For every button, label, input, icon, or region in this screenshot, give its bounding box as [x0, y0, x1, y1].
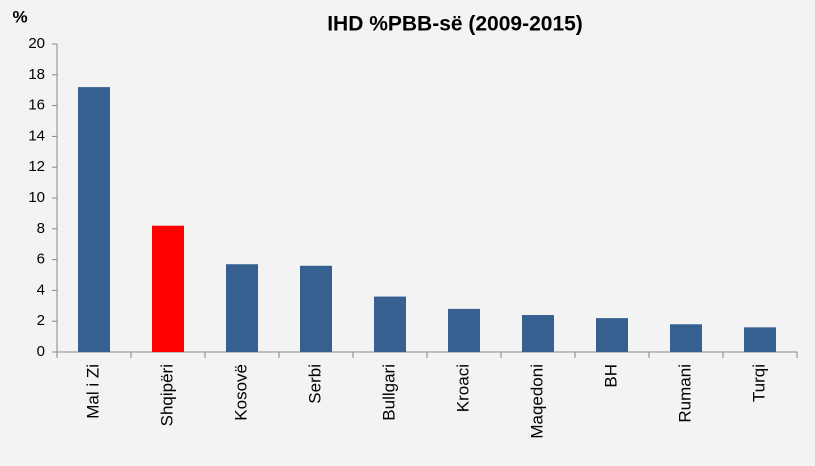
x-tick-label: Bullgari	[379, 364, 398, 421]
bar	[522, 315, 554, 352]
bar	[78, 87, 110, 353]
bar	[744, 327, 776, 352]
bar	[226, 264, 258, 352]
y-tick-label: 2	[37, 312, 45, 329]
y-tick-label: 20	[28, 35, 45, 52]
y-tick-label: 0	[37, 343, 45, 360]
y-tick-label: 16	[28, 97, 45, 114]
x-tick-label: Turqi	[749, 364, 768, 402]
x-tick-label: Maqedoni	[527, 364, 546, 439]
y-tick-label: 4	[37, 281, 45, 298]
y-tick-label: 6	[37, 251, 45, 268]
x-tick-label: Serbi	[305, 364, 324, 404]
x-tick-label: Kosovë	[231, 364, 250, 421]
y-tick-label: 18	[28, 66, 45, 83]
bar	[670, 324, 702, 352]
bar	[300, 265, 332, 352]
x-tick-label: Mal i Zi	[83, 364, 102, 419]
x-tick-label: Shqipëri	[157, 364, 176, 426]
x-tick-label: Kroaci	[453, 364, 472, 412]
x-tick-label: Rumani	[675, 364, 694, 423]
x-tick-label: BH	[601, 364, 620, 388]
bar	[374, 296, 406, 352]
bar	[596, 318, 628, 352]
y-tick-label: 14	[28, 127, 45, 144]
y-tick-label: 10	[28, 189, 45, 206]
bar	[448, 308, 480, 352]
chart-title: IHD %PBB-së (2009-2015)	[327, 13, 583, 36]
y-axis-label: %	[12, 7, 27, 26]
y-tick-label: 12	[28, 158, 45, 175]
bar	[152, 225, 184, 352]
y-tick-label: 8	[37, 220, 45, 237]
